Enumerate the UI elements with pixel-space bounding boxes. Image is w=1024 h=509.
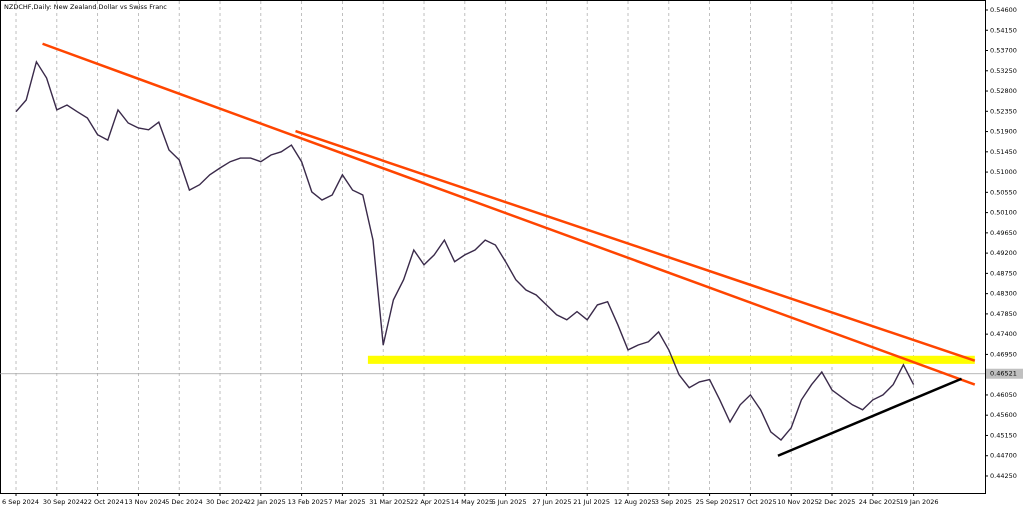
level-band [367,355,975,364]
x-tick-label: 13 Feb 2025 [288,498,328,506]
x-tick-label: 10 Nov 2025 [777,498,819,506]
trend-line [777,377,963,457]
x-tick-label: 17 Oct 2025 [736,498,776,506]
y-tick-label: 0.49200 [990,249,1017,257]
y-tick-label: 0.44700 [990,452,1017,460]
x-tick-label: 2 Dec 2025 [818,498,855,506]
x-tick-label: 6 Sep 2024 [2,498,39,506]
x-tick-label: 7 Mar 2025 [328,498,365,506]
x-tick-label: 25 Sep 2025 [696,498,737,506]
current-price-label: 0.46521 [990,370,1017,378]
current-price-box [986,368,1023,379]
x-tick-label: 14 May 2025 [451,498,493,506]
x-tick-label: 5 Jun 2025 [492,498,527,506]
y-tick-label: 0.50550 [990,188,1017,196]
y-tick-label: 0.49650 [990,229,1017,237]
x-tick-label: 21 Jul 2025 [573,498,610,506]
x-tick-label: 13 Nov 2024 [124,498,166,506]
y-tick-label: 0.54150 [990,26,1017,34]
price-line [15,60,915,441]
y-tick-label: 0.48750 [990,269,1017,277]
y-tick-label: 0.54600 [990,6,1017,14]
y-tick-label: 0.47400 [990,330,1017,338]
y-tick-label: 0.48300 [990,290,1017,298]
x-tick-label: 22 Apr 2025 [410,498,450,506]
x-tick-label: 30 Sep 2024 [43,498,84,506]
x-tick-label: 30 Dec 2024 [206,498,248,506]
y-tick-label: 0.52350 [990,107,1017,115]
y-tick-label: 0.51450 [990,148,1017,156]
y-tick-label: 0.50100 [990,209,1017,217]
y-tick-label: 0.51900 [990,128,1017,136]
x-tick-label: 5 Dec 2024 [165,498,202,506]
trend-line [295,129,976,362]
chart-title: NZDCHF,Daily: New Zealand Dollar vs Swis… [4,3,167,11]
y-tick-label: 0.47850 [990,310,1017,318]
x-tick-label: 19 Jan 2026 [900,498,939,506]
x-tick-label: 12 Aug 2025 [614,498,656,506]
y-tick-label: 0.46950 [990,350,1017,358]
y-tick-label: 0.53250 [990,67,1017,75]
y-tick-label: 0.51000 [990,168,1017,176]
y-tick-label: 0.52800 [990,87,1017,95]
y-tick-label: 0.45600 [990,411,1017,419]
x-tick-label: 31 Mar 2025 [369,498,410,506]
y-tick-label: 0.46050 [990,391,1017,399]
y-tick-label: 0.44250 [990,472,1017,480]
x-tick-label: 22 Oct 2024 [84,498,124,506]
x-tick-label: 3 Sep 2025 [655,498,692,506]
x-tick-label: 22 Jan 2025 [247,498,286,506]
x-tick-label: 24 Dec 2025 [859,498,901,506]
y-tick-label: 0.45150 [990,431,1017,439]
x-tick-label: 27 Jun 2025 [532,498,571,506]
plot-frame [0,0,986,494]
trend-line [42,42,976,386]
y-tick-label: 0.53700 [990,47,1017,55]
